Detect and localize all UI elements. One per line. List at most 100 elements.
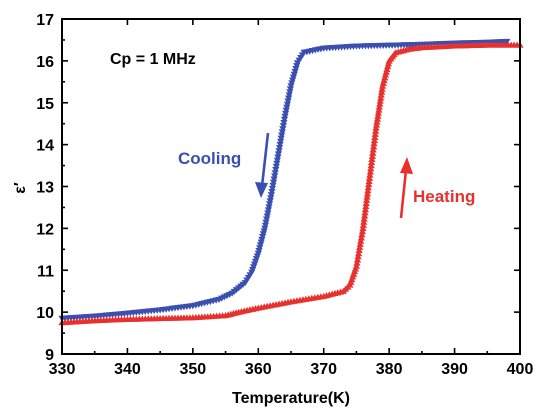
cooling-point <box>286 86 295 93</box>
heating-point <box>370 137 379 144</box>
x-tick-label: 400 <box>507 361 534 378</box>
heating-point <box>364 187 372 194</box>
cooling-point <box>269 179 278 186</box>
heating-point <box>360 215 368 222</box>
x-tick-label: 350 <box>180 361 207 378</box>
cooling-point <box>268 185 277 193</box>
cooling-point <box>263 216 271 223</box>
heating-point <box>369 149 377 156</box>
cooling-point <box>282 107 290 114</box>
heating-point <box>369 146 377 153</box>
heating-point <box>363 193 371 200</box>
cooling-point <box>280 116 289 123</box>
heating-point <box>362 202 370 210</box>
heating-point <box>358 231 366 238</box>
cooling-point <box>255 248 263 255</box>
cooling-point <box>278 129 286 136</box>
cooling-point <box>283 101 292 108</box>
frequency-annotation: Cp = 1 MHz <box>110 51 196 68</box>
heating-point <box>366 171 374 178</box>
cooling-point <box>267 195 275 202</box>
heating-point <box>353 259 361 266</box>
heating-point <box>368 152 376 159</box>
cooling-point <box>268 189 276 196</box>
cooling-point <box>282 110 290 117</box>
heating-point <box>355 246 363 254</box>
cooling-label: Cooling <box>178 149 241 168</box>
heating-point <box>359 224 367 232</box>
cooling-point <box>265 204 273 211</box>
cooling-point <box>267 192 275 199</box>
x-tick-label: 370 <box>310 361 337 378</box>
cooling-point <box>273 160 281 167</box>
y-axis-title: ε′ <box>12 182 29 194</box>
cooling-point <box>279 123 287 130</box>
cooling-point <box>256 245 264 252</box>
cooling-point <box>257 239 265 246</box>
cooling-point <box>275 148 283 155</box>
cooling-point <box>280 119 288 127</box>
x-axis-title: Temperature(K) <box>232 390 350 407</box>
heating-point <box>365 174 374 181</box>
heating-point <box>367 159 376 166</box>
heating-label: Heating <box>413 187 475 206</box>
cooling-point <box>260 228 268 235</box>
heating-point <box>357 234 365 241</box>
cooling-point <box>264 207 272 214</box>
heating-point <box>371 133 379 140</box>
x-tick-label: 380 <box>376 361 403 378</box>
cooling-point <box>274 154 282 161</box>
heating-point <box>355 250 363 257</box>
cooling-point <box>271 173 279 180</box>
y-tick-label: 10 <box>36 305 54 322</box>
cooling-point <box>278 132 286 139</box>
y-tick-label: 14 <box>36 138 54 155</box>
cooling-point <box>272 163 280 171</box>
cooling-point <box>277 135 285 142</box>
heating-point <box>365 177 373 184</box>
cooling-point <box>273 157 281 164</box>
heating-point <box>356 240 364 247</box>
cooling-point <box>266 198 274 205</box>
cooling-point <box>264 210 272 217</box>
x-tick-label: 360 <box>245 361 272 378</box>
y-tick-label: 15 <box>36 96 54 113</box>
heating-point <box>352 262 361 269</box>
y-axis: 9 10 11 12 13 14 15 16 17 <box>36 12 520 364</box>
y-tick-label: 9 <box>45 347 54 364</box>
cooling-point <box>285 92 293 99</box>
heating-point <box>370 140 378 147</box>
heating-point <box>370 143 378 150</box>
heating-arrow <box>399 157 413 219</box>
cooling-series <box>58 38 511 322</box>
cooling-point <box>261 222 270 229</box>
heating-point <box>365 180 373 188</box>
x-tick-label: 340 <box>114 361 141 378</box>
heating-point <box>372 127 380 134</box>
heating-point <box>354 253 362 260</box>
cooling-point <box>281 113 289 120</box>
heating-point <box>363 196 371 203</box>
heating-point <box>366 168 374 175</box>
x-tick-label: 330 <box>49 361 76 378</box>
x-tick-label: 390 <box>441 361 468 378</box>
heating-point <box>361 212 369 219</box>
heating-point <box>356 243 364 250</box>
cooling-point <box>284 98 292 105</box>
cooling-point <box>277 138 285 145</box>
heating-point <box>361 209 369 216</box>
cooling-point <box>270 176 278 183</box>
cooling-point <box>503 38 511 46</box>
heating-series <box>58 41 524 326</box>
heating-point <box>359 221 367 228</box>
y-tick-label: 12 <box>36 221 54 238</box>
cooling-point <box>276 141 284 149</box>
y-tick-label: 17 <box>36 12 54 29</box>
cooling-point <box>274 151 283 158</box>
y-tick-label: 16 <box>36 54 54 71</box>
cooling-point <box>271 170 279 177</box>
heating-point <box>362 199 370 206</box>
cooling-point <box>285 95 293 102</box>
cooling-point <box>269 182 277 189</box>
